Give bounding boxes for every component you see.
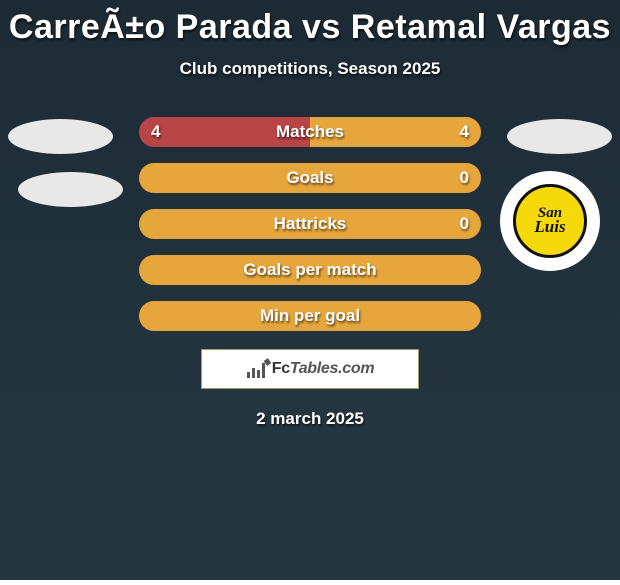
stats-container: Matches44Goals0Hattricks0Goals per match… (0, 117, 620, 331)
stat-row: Matches4 4 (139, 117, 481, 147)
stat-value-right: 0 (448, 209, 481, 239)
brand-icon (246, 360, 268, 378)
brand-prefix: Fc (272, 360, 290, 377)
stat-label: Matches (139, 117, 481, 147)
stat-row: Goals per match (139, 255, 481, 285)
stat-label: Hattricks (139, 209, 481, 239)
subtitle: Club competitions, Season 2025 (0, 59, 620, 79)
stat-row: Goals0 (139, 163, 481, 193)
content-root: CarreÃ±o Parada vs Retamal Vargas Club c… (0, 0, 620, 580)
brand-text: FcTables.com (272, 360, 375, 378)
stat-label: Goals (139, 163, 481, 193)
stat-value-left: 4 (139, 117, 172, 147)
brand-card: FcTables.com (201, 349, 419, 389)
stat-label: Min per goal (139, 301, 481, 331)
brand-suffix: Tables.com (290, 360, 374, 377)
date-text: 2 march 2025 (0, 409, 620, 429)
stat-value-right: 4 (448, 117, 481, 147)
stat-row: Hattricks0 (139, 209, 481, 239)
stat-label: Goals per match (139, 255, 481, 285)
stat-value-right: 0 (448, 163, 481, 193)
stat-row: Min per goal (139, 301, 481, 331)
page-title: CarreÃ±o Parada vs Retamal Vargas (0, 0, 620, 47)
